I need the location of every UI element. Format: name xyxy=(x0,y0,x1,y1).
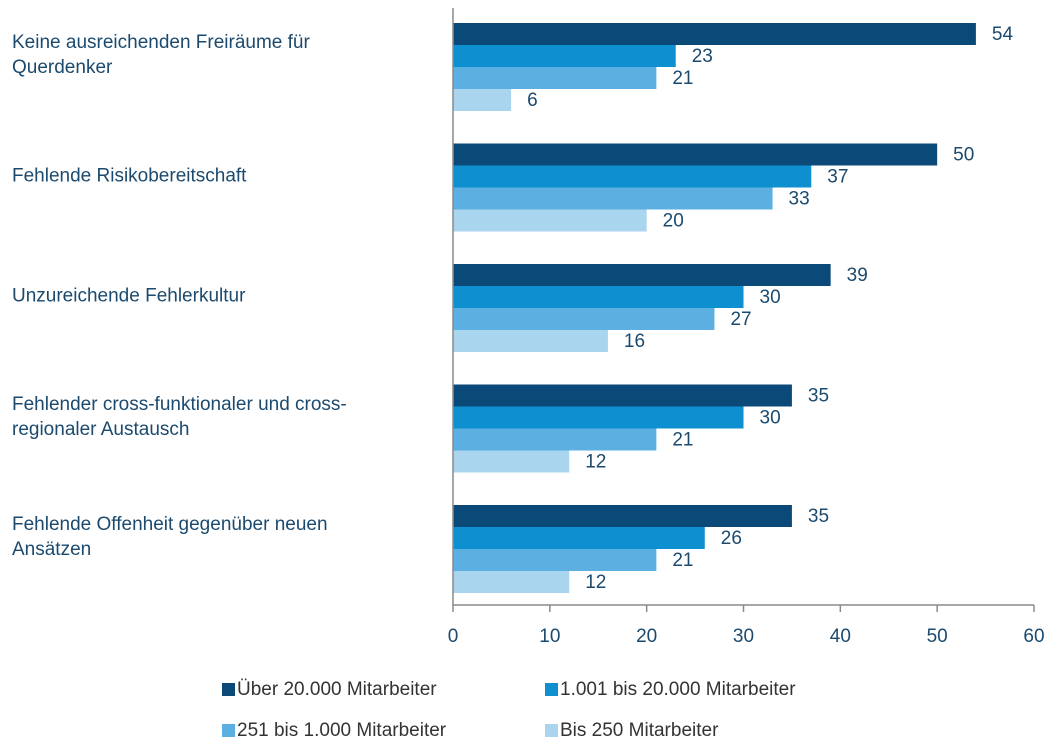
bar xyxy=(453,450,570,473)
x-tick-label: 0 xyxy=(448,626,459,647)
category-label: Fehlende Risikobereitschaft xyxy=(12,165,247,186)
bar xyxy=(453,143,938,166)
bar xyxy=(453,527,705,549)
x-tick-label: 20 xyxy=(636,626,657,647)
legend-label: Bis 250 Mitarbeiter xyxy=(560,720,719,741)
value-label: 30 xyxy=(760,287,781,308)
bar xyxy=(453,89,512,111)
bar xyxy=(453,187,773,210)
bar xyxy=(453,505,792,527)
legend-label: 251 bis 1.000 Mitarbeiter xyxy=(237,720,447,741)
bar xyxy=(453,209,647,232)
legend-swatch xyxy=(222,683,235,696)
value-label: 12 xyxy=(585,452,606,473)
category-label: Unzureichende Fehlerkultur xyxy=(12,285,246,307)
value-label: 33 xyxy=(789,189,810,210)
category-label: Fehlender cross-funktionaler und cross- … xyxy=(12,393,347,440)
bar xyxy=(453,571,570,593)
value-label: 6 xyxy=(527,90,538,111)
category-label: Keine ausreichenden Freiräume für Querde… xyxy=(12,32,310,78)
x-tick-label: 60 xyxy=(1023,626,1044,647)
value-label: 30 xyxy=(760,408,781,429)
x-tick-label: 40 xyxy=(830,626,851,647)
value-label: 21 xyxy=(672,68,693,89)
value-label: 21 xyxy=(672,430,693,451)
value-label: 23 xyxy=(692,46,713,67)
x-tick-label: 10 xyxy=(539,626,560,647)
value-label: 37 xyxy=(827,167,848,188)
bar xyxy=(453,286,744,308)
x-tick-label: 50 xyxy=(927,626,948,647)
bar xyxy=(453,23,976,45)
bar xyxy=(453,549,657,571)
legend-swatch xyxy=(545,683,558,696)
value-label: 21 xyxy=(672,550,693,571)
value-label: 26 xyxy=(721,528,742,549)
value-label: 54 xyxy=(992,24,1014,45)
value-label: 16 xyxy=(624,331,645,352)
value-label: 12 xyxy=(585,572,606,593)
value-label: 27 xyxy=(730,309,751,330)
legend-swatch xyxy=(222,724,235,737)
legend-swatch xyxy=(545,724,558,737)
value-label: 35 xyxy=(808,506,829,527)
legend-label: 1.001 bis 20.000 Mitarbeiter xyxy=(560,679,796,700)
bar xyxy=(453,330,608,352)
bar xyxy=(453,406,744,429)
category-label: Fehlende Offenheit gegenüber neuen Ansät… xyxy=(12,514,328,560)
bar xyxy=(453,384,792,407)
bar xyxy=(453,67,657,89)
value-label: 39 xyxy=(847,265,868,286)
x-tick-label: 30 xyxy=(733,626,754,647)
bar xyxy=(453,428,657,451)
bar xyxy=(453,165,812,188)
value-label: 20 xyxy=(663,211,684,232)
value-label: 50 xyxy=(953,145,974,166)
value-label: 35 xyxy=(808,386,829,407)
bar xyxy=(453,308,715,330)
legend-label: Über 20.000 Mitarbeiter xyxy=(237,679,437,700)
bar xyxy=(453,45,676,67)
bar xyxy=(453,264,831,286)
